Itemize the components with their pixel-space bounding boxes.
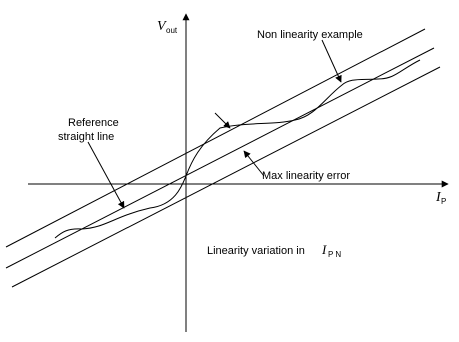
reference-line-pointer: [87, 141, 125, 209]
max-linearity-error-label: Max linearity error: [262, 170, 350, 182]
nonlinear-curve: [54, 59, 421, 239]
x-axis-label: I P: [435, 188, 446, 206]
non-linearity-pointer: [321, 39, 342, 83]
lower-bound-line: [11, 66, 441, 288]
reference-label-line2: straight line: [58, 131, 114, 143]
linearity-variation-label: Linearity variation in I P N: [207, 241, 341, 259]
max-error-arrow-top: [214, 112, 231, 129]
upper-bound-line: [5, 28, 426, 248]
y-axis-label: V out: [157, 17, 178, 35]
reference-straight-line: [5, 47, 435, 269]
max-error-arrow-bottom: [243, 150, 265, 177]
reference-label-line1: Reference: [68, 117, 119, 129]
non-linearity-example-label: Non linearity example: [257, 29, 363, 41]
